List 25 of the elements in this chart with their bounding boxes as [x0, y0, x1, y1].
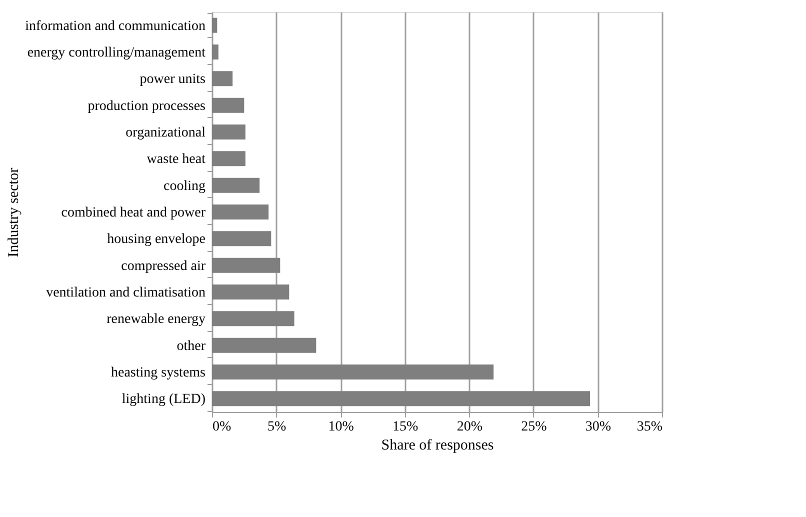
x-tick-label: 5% [267, 420, 286, 434]
y-tick-label: heasting systems [111, 366, 206, 380]
y-tick-label: lighting (LED) [122, 392, 206, 408]
x-tick-label: 10% [328, 420, 354, 434]
x-axis-title: Share of responses [381, 438, 494, 454]
y-tick-label: ventilation and climatisation [46, 286, 206, 300]
y-tick-label: housing envelope [107, 232, 206, 248]
y-axis-title: Industry sector [6, 168, 22, 258]
y-tick-label: combined heat and power [61, 206, 206, 220]
y-tick-label: other [176, 338, 206, 354]
x-tick-label: 0% [212, 420, 232, 434]
y-tick-label: information and communication [25, 18, 206, 34]
x-tick-label: 25% [521, 420, 548, 434]
x-tick-label: 35% [636, 420, 663, 434]
y-tick-label: energy controlling/management [27, 46, 206, 60]
y-tick-label: cooling [164, 178, 206, 194]
y-tick-label: production processes [88, 98, 206, 114]
x-tick-label: 15% [392, 420, 419, 434]
y-tick-label: waste heat [146, 152, 206, 168]
x-tick-label: 30% [585, 420, 612, 434]
y-tick-label: organizational [126, 126, 206, 140]
y-tick-label: compressed air [121, 258, 206, 274]
x-tick-label: 20% [456, 420, 483, 434]
y-tick-label: renewable energy [106, 312, 206, 328]
y-tick-label: power units [140, 72, 206, 88]
